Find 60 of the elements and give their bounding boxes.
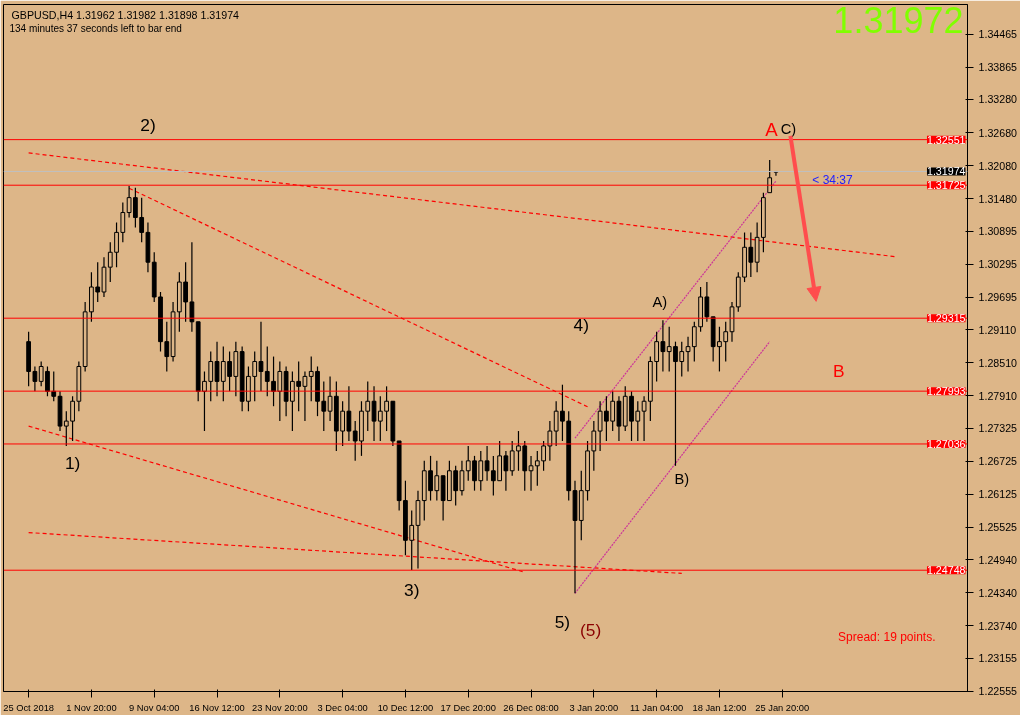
ref-line-label: 1.27993 [926, 385, 966, 398]
y-tick-label: 1.26725 [978, 455, 1018, 468]
y-tick-label: 1.32080 [978, 159, 1018, 172]
annotation: 1) [64, 453, 81, 474]
y-tick-label: 1.23740 [978, 619, 1018, 632]
x-tick-label: 16 Nov 12:00 [189, 702, 245, 713]
ref-line-label: 1.31974 [926, 165, 966, 178]
candlestick [509, 440, 515, 477]
annotation: Spread: 19 points. [838, 629, 936, 644]
ref-line-label: 1.24748 [926, 564, 966, 577]
x-tick-label: 17 Dec 20:00 [440, 702, 496, 713]
y-tick-label: 1.24940 [978, 553, 1018, 566]
y-tick-label: 1.34465 [978, 28, 1018, 41]
y-tick-label: 1.23155 [978, 652, 1018, 665]
x-tick-label: 1 Nov 20:00 [66, 702, 117, 713]
text: 134 minutes 37 seconds left to bar end [9, 22, 182, 34]
y-tick-label: 1.32680 [978, 126, 1018, 139]
annotation: 5) [554, 611, 571, 632]
annotation: B) [674, 471, 690, 488]
y-tick-label: 1.29695 [978, 291, 1018, 304]
x-tick-label: 3 Jan 20:00 [569, 702, 619, 713]
y-tick-label: 1.27325 [978, 422, 1018, 435]
annotation: 1.31972 [833, 0, 964, 41]
y-tick-label: 1.33865 [978, 61, 1018, 74]
ref-line-label: 1.31725 [926, 179, 966, 192]
y-tick-label: 1.22555 [978, 685, 1018, 698]
y-tick-label: 1.27910 [978, 389, 1018, 402]
y-tick-label: 1.29110 [978, 323, 1017, 336]
y-tick-label: 1.28510 [978, 356, 1018, 369]
y-tick-label: 1.25525 [978, 521, 1018, 534]
y-tick-label: 1.31480 [978, 192, 1018, 205]
x-tick-label: 25 Oct 2018 [3, 702, 55, 713]
annotation: (5) [580, 619, 602, 640]
x-tick-label: 26 Dec 08:00 [503, 702, 559, 713]
x-tick-label: 9 Nov 04:00 [129, 702, 180, 713]
annotation: 4) [573, 315, 589, 336]
y-tick-label: 1.30895 [978, 225, 1018, 238]
x-tick-label: 23 Nov 20:00 [252, 702, 308, 713]
candlestick [685, 336, 691, 373]
annotation: < 34:37 [812, 172, 853, 187]
annotation: B [832, 360, 845, 381]
y-tick-label: 1.24340 [978, 586, 1018, 599]
y-tick-label: 1.30295 [978, 258, 1018, 271]
x-tick-label: 25 Jan 20:00 [755, 702, 810, 713]
x-tick-label: 3 Dec 04:00 [317, 702, 368, 713]
annotation: A [765, 118, 779, 140]
ref-line-label: 1.27036 [926, 437, 966, 450]
annotation: C) [780, 121, 797, 138]
y-tick-label: 1.26125 [978, 488, 1018, 501]
ref-line-label: 1.29315 [926, 312, 966, 325]
x-tick-label: 18 Jan 12:00 [692, 702, 747, 713]
x-tick-label: 10 Dec 12:00 [377, 702, 434, 713]
ref-line-label: 1.32551 [926, 133, 966, 146]
chart-title: GBPUSD,H4 1.31962 1.31982 1.31898 1.31974 [11, 8, 240, 21]
candlestick [767, 159, 773, 194]
x-tick-label: 11 Jan 04:00 [630, 702, 684, 713]
annotation: A) [652, 293, 668, 310]
annotation: 3) [404, 579, 420, 600]
annotation: 2) [140, 115, 156, 136]
y-tick-label: 1.33280 [978, 93, 1018, 106]
